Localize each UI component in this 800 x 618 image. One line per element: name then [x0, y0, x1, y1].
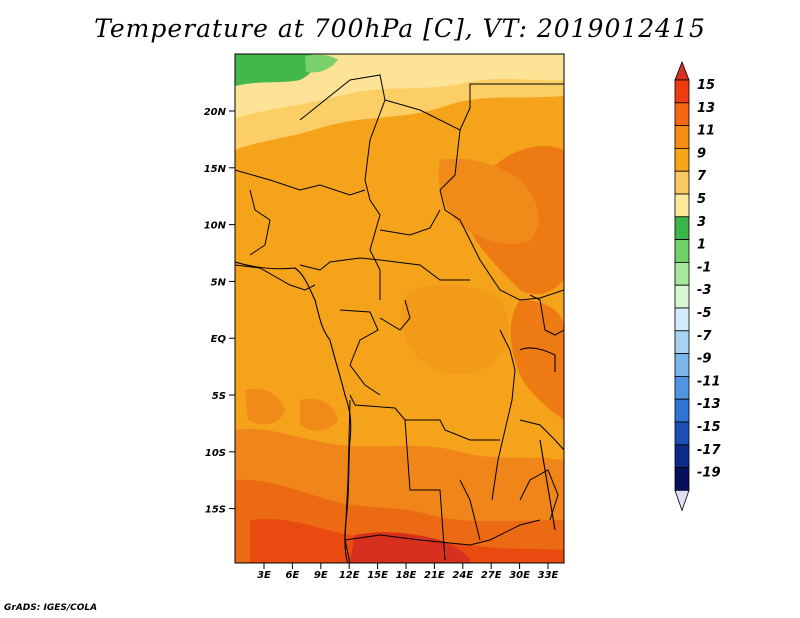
- colorbar-segment: [674, 444, 690, 468]
- lat-label: 15S: [205, 505, 226, 516]
- colorbar-segment: [674, 421, 690, 446]
- lat-label: 15N: [204, 164, 227, 175]
- colorbar-label: 7: [697, 169, 707, 184]
- colorbar-label: 9: [697, 146, 706, 161]
- lon-label: 3E: [257, 570, 271, 581]
- colorbar-segment: [674, 261, 690, 286]
- colorbar-label: 1: [697, 238, 706, 253]
- longitude-axis: 3E 6E 9E 12E 15E 18E 21E 24E 27E 30E 33E: [257, 563, 559, 581]
- colorbar-segment: [674, 398, 690, 423]
- colorbar-label: -3: [697, 283, 711, 298]
- colorbar-label: 13: [697, 101, 715, 116]
- temperature-field: [235, 54, 564, 563]
- lon-label: 12E: [339, 570, 360, 581]
- lat-label: 10S: [205, 448, 226, 459]
- colorbar-segment: [674, 170, 690, 195]
- lat-label: 10N: [204, 221, 227, 232]
- colorbar-segment: [674, 239, 690, 263]
- lon-label: 6E: [286, 570, 300, 581]
- lon-label: 27E: [481, 570, 502, 581]
- credit-text: GrADS: IGES/COLA: [4, 603, 98, 613]
- colorbar-segment: [674, 375, 690, 400]
- colorbar-segment: [674, 467, 690, 491]
- colorbar-label: 15: [697, 78, 715, 93]
- lon-label: 21E: [424, 570, 445, 581]
- colorbar-bottom-arrow: [674, 489, 690, 512]
- colorbar-label: -13: [697, 397, 721, 412]
- lon-label: 30E: [509, 570, 530, 581]
- lat-label: EQ: [211, 334, 227, 345]
- colorbar-label: -7: [697, 329, 712, 344]
- lon-label: 15E: [367, 570, 388, 581]
- country-borders: [235, 74, 564, 563]
- lat-label: 5N: [211, 277, 227, 288]
- colorbar-segment: [674, 102, 690, 127]
- latitude-axis: 20N 15N 10N 5N EQ 5S 10S 15S: [204, 107, 235, 516]
- colorbar-label: -19: [697, 466, 721, 481]
- coastline: [235, 261, 556, 563]
- lon-label: 33E: [538, 570, 559, 581]
- colorbar-segment: [674, 193, 690, 218]
- colorbar-label: -5: [697, 306, 711, 321]
- colorbar-top-arrow: [674, 60, 690, 81]
- colorbar-segment: [674, 353, 690, 377]
- colorbar-label: -15: [697, 420, 721, 435]
- lon-label: 24E: [452, 570, 473, 581]
- colorbar-label: 11: [697, 124, 715, 139]
- colorbar-label: 3: [697, 215, 706, 230]
- colorbar-segment: [674, 330, 690, 354]
- colorbar-label: 5: [697, 192, 706, 207]
- colorbar-label: -11: [697, 374, 721, 389]
- colorbar-segment: [674, 125, 690, 149]
- colorbar-label: -9: [697, 352, 711, 367]
- colorbar-segment: [674, 79, 690, 104]
- lon-label: 9E: [314, 570, 328, 581]
- chart-title: Temperature at 700hPa [C], VT: 201901241…: [94, 14, 706, 43]
- colorbar-segment: [674, 307, 690, 332]
- map-frame: [234, 53, 565, 564]
- colorbar-segment: [674, 216, 690, 241]
- colorbar-label: -17: [697, 443, 721, 458]
- lat-label: 5S: [212, 391, 226, 402]
- colorbar-label: -1: [697, 260, 711, 275]
- colorbar-segment: [674, 147, 690, 172]
- lon-label: 18E: [396, 570, 417, 581]
- colorbar-segment: [674, 284, 690, 309]
- colorbar: 15 13 11 9 7 5 3 1 -1 -3 -5 -7 -9 -11 -13 -15 -17 -19: [674, 60, 721, 512]
- lat-label: 20N: [204, 107, 227, 118]
